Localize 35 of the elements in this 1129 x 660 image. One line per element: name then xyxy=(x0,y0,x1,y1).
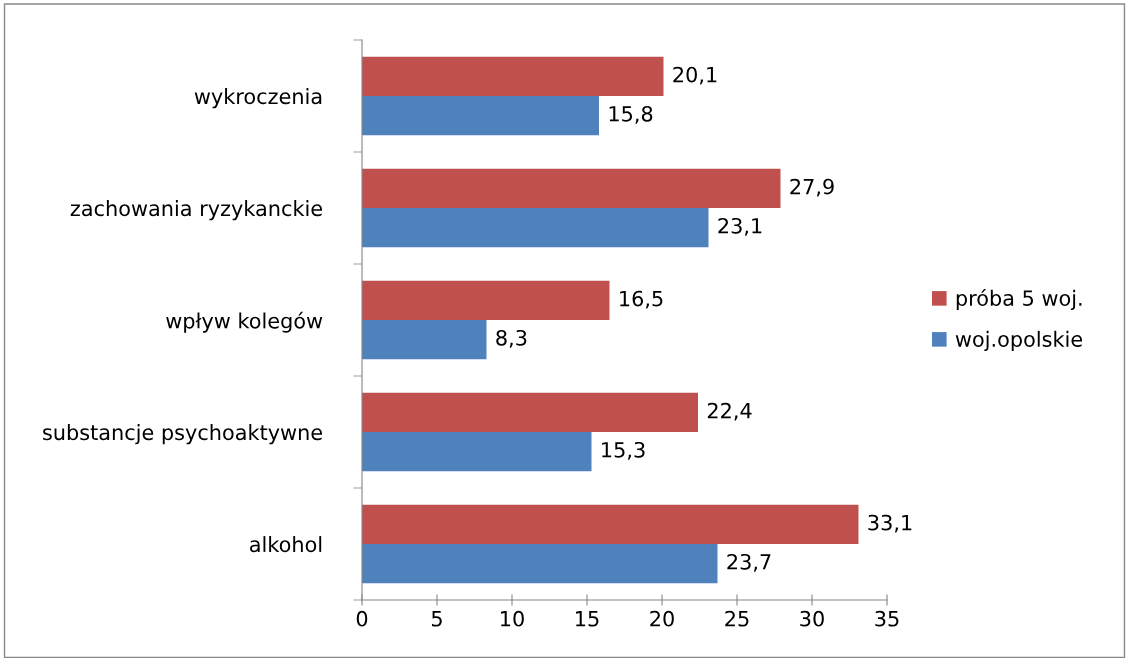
y-tick-label: substancje psychoaktywne xyxy=(43,424,322,445)
bar xyxy=(362,432,592,472)
y-tick-label: zachowania ryzykanckie xyxy=(70,200,322,221)
data-label: 8,3 xyxy=(496,329,527,348)
x-tick-label: 15 xyxy=(576,611,599,627)
x-tick-label: 0 xyxy=(356,610,368,627)
bar xyxy=(362,168,781,208)
data-label: 23,1 xyxy=(718,217,762,236)
data-label: 23,7 xyxy=(727,553,771,572)
x-tick-label: 35 xyxy=(875,610,899,627)
x-tick-label: 30 xyxy=(800,610,824,627)
bar xyxy=(362,504,859,544)
bar xyxy=(362,280,610,320)
data-label: 33,1 xyxy=(868,514,912,533)
bar xyxy=(362,544,718,584)
data-label: 15,3 xyxy=(602,441,645,460)
y-tick-label: alkohol xyxy=(250,536,322,553)
x-tick-label: 5 xyxy=(431,611,442,627)
data-label: 16,5 xyxy=(620,290,663,309)
bar xyxy=(362,392,698,432)
bar xyxy=(362,96,599,136)
y-tick-label: wykroczenia xyxy=(194,88,322,109)
data-label: 27,9 xyxy=(790,178,834,197)
legend-label: woj.opolskie xyxy=(955,330,1083,351)
bar xyxy=(362,208,709,248)
bar xyxy=(362,56,664,96)
x-tick-label: 10 xyxy=(501,610,524,627)
bar xyxy=(362,320,487,360)
x-tick-label: 20 xyxy=(650,610,674,627)
y-tick-label: wpływ kolegów xyxy=(166,311,323,333)
data-label: 22,4 xyxy=(707,402,752,421)
x-tick-label: 25 xyxy=(725,610,749,627)
data-label: 20,1 xyxy=(673,66,717,85)
legend-label: próba 5 woj. xyxy=(956,289,1082,310)
data-label: 15,8 xyxy=(609,105,653,124)
